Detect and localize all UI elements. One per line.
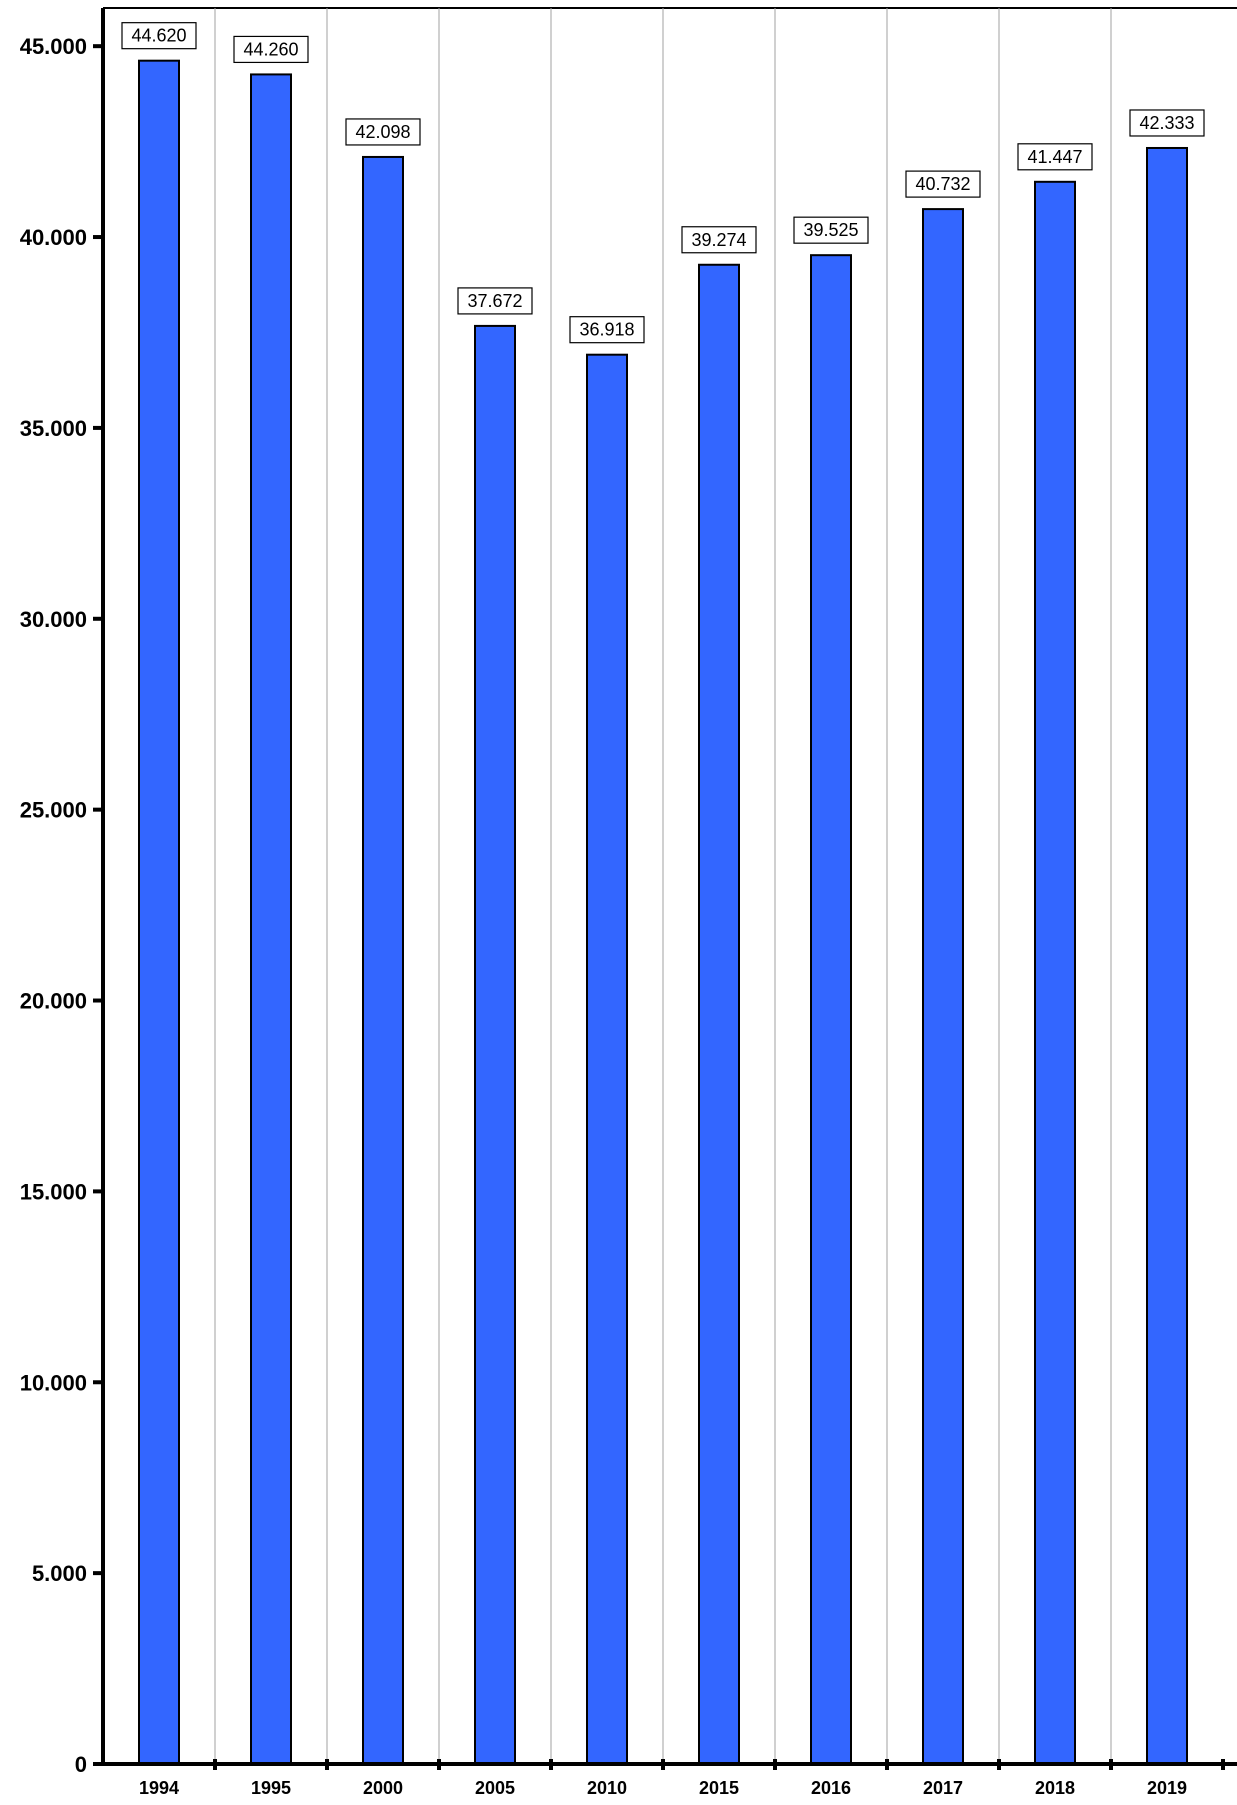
bar-1995 (250, 73, 292, 1765)
data-label-box (905, 170, 981, 198)
data-label-2005: 37.672 (457, 287, 533, 315)
data-label-box (121, 22, 197, 50)
data-label-text: 42.333 (1139, 113, 1194, 133)
ytick-label: 0 (75, 1752, 87, 1777)
ytick-label: 20.000 (20, 989, 87, 1014)
data-label-1994: 44.620 (121, 22, 197, 50)
data-label-box (1017, 143, 1093, 171)
bar-2015 (698, 263, 740, 1766)
data-label-box (681, 226, 757, 254)
data-label-box (457, 287, 533, 315)
ytick-label: 35.000 (20, 416, 87, 441)
data-label-text: 39.274 (691, 230, 746, 250)
data-label-2000: 42.098 (345, 118, 421, 146)
xtick-label-1995: 1995 (251, 1778, 291, 1798)
axes: 1994 1995 2000 2005 2010 2015 2016 2017 2018 2019… (20, 8, 1237, 1798)
data-label-2016: 39.525 (793, 216, 869, 244)
data-label-text: 39.525 (803, 220, 858, 240)
data-label-text: 37.672 (467, 291, 522, 311)
bar-2005 (474, 324, 516, 1765)
ytick-label: 25.000 (20, 798, 87, 823)
data-label-1995: 44.260 (233, 35, 309, 64)
xtick-label-2015: 2015 (699, 1778, 739, 1798)
data-label-box (1129, 109, 1205, 137)
data-label-box (569, 316, 645, 344)
data-label-2019: 42.333 (1129, 109, 1205, 137)
xtick-label-2018: 2018 (1035, 1778, 1075, 1798)
ytick-label: 30.000 (20, 607, 87, 632)
bar-2019 (1146, 146, 1188, 1765)
xtick-label-1994: 1994 (139, 1778, 179, 1798)
bar-2016 (810, 254, 852, 1765)
data-label-2010: 36.918 (569, 316, 645, 344)
data-label-text: 42.098 (355, 122, 410, 142)
data-label-text: 44.620 (131, 26, 186, 46)
xtick-label-2005: 2005 (475, 1778, 515, 1798)
data-label-text: 44.260 (243, 39, 298, 59)
data-label-box (233, 35, 309, 64)
data-label-text: 40.732 (915, 174, 970, 194)
bar-1994 (138, 59, 180, 1765)
ytick-label: 10.000 (20, 1370, 87, 1395)
xtick-label-2017: 2017 (923, 1778, 963, 1798)
xtick-label-2019: 2019 (1147, 1778, 1187, 1798)
ytick-label: 15.000 (20, 1179, 87, 1204)
ytick-label: 5.000 (32, 1561, 87, 1586)
ytick-label: 45.000 (20, 34, 87, 59)
xtick-label-2000: 2000 (363, 1778, 403, 1798)
xtick-label-2010: 2010 (587, 1778, 627, 1798)
data-label-2015: 39.274 (681, 226, 757, 254)
bar-2000 (362, 155, 404, 1766)
bar-2010 (586, 353, 628, 1766)
grid-lines (103, 7, 1237, 1764)
bar-2017 (922, 208, 964, 1765)
xtick-label-2016: 2016 (811, 1778, 851, 1798)
data-label-text: 36.918 (579, 320, 634, 340)
ytick-label: 40.000 (20, 225, 87, 250)
data-label-2017: 40.732 (905, 170, 981, 198)
data-label-box (793, 216, 869, 244)
data-labels: 44.620 44.260 42.098 37.672 36.918 39.274 39.5… (121, 22, 1205, 344)
data-label-2018: 41.447 (1017, 143, 1093, 171)
data-label-box (345, 118, 421, 146)
data-label-text: 41.447 (1027, 147, 1082, 167)
bar-2018 (1034, 180, 1076, 1766)
